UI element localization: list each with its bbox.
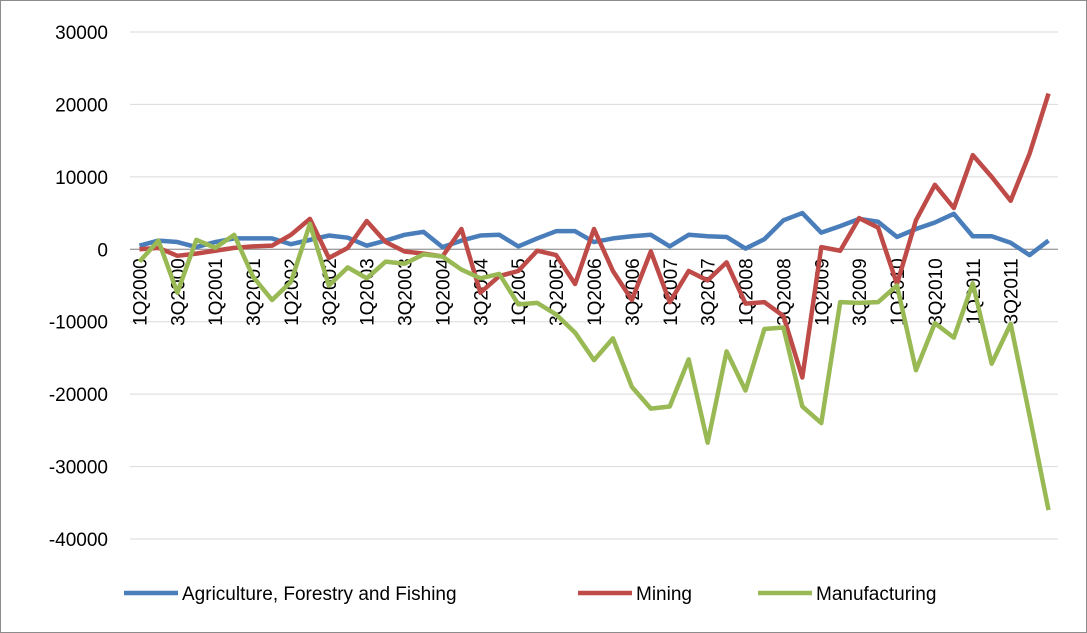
x-tick-label: 3Q2001 (244, 258, 265, 326)
legend-label: Agriculture, Forestry and Fishing (182, 584, 457, 605)
legend-label: Manufacturing (816, 584, 936, 605)
y-tick-label: -30000 (49, 458, 108, 479)
x-tick-label: 3Q2009 (850, 258, 871, 326)
x-tick-label: 3Q2007 (699, 258, 720, 326)
series-line (138, 210, 1050, 258)
x-tick-label: 1Q2001 (206, 258, 227, 326)
y-tick-label: -20000 (49, 385, 108, 406)
y-tick-label: 30000 (55, 23, 108, 44)
x-tick-label: 3Q2010 (926, 258, 947, 326)
y-tick-label: 0 (97, 240, 108, 261)
y-tick-label: -10000 (49, 313, 108, 334)
x-tick-label: 1Q2000 (130, 258, 151, 326)
x-tick-label: 1Q2004 (433, 258, 454, 326)
y-tick-label: -40000 (49, 530, 108, 551)
x-tick-label: 1Q2005 (509, 258, 530, 326)
series-line (137, 221, 1051, 511)
x-tick-label: 3Q2005 (547, 258, 568, 326)
x-tick-label: 1Q2007 (661, 258, 682, 326)
x-tick-label: 1Q2006 (585, 258, 606, 326)
y-tick-label: 10000 (55, 168, 108, 189)
x-tick-label: 1Q2008 (737, 258, 758, 326)
legend-label: Mining (636, 584, 692, 605)
x-tick-label: 3Q2008 (774, 258, 795, 326)
x-tick-label: 1Q2002 (282, 258, 303, 326)
x-tick-label: 3Q2003 (396, 258, 417, 326)
x-tick-label: 3Q2011 (1002, 258, 1023, 324)
y-tick-label: 20000 (55, 95, 108, 116)
